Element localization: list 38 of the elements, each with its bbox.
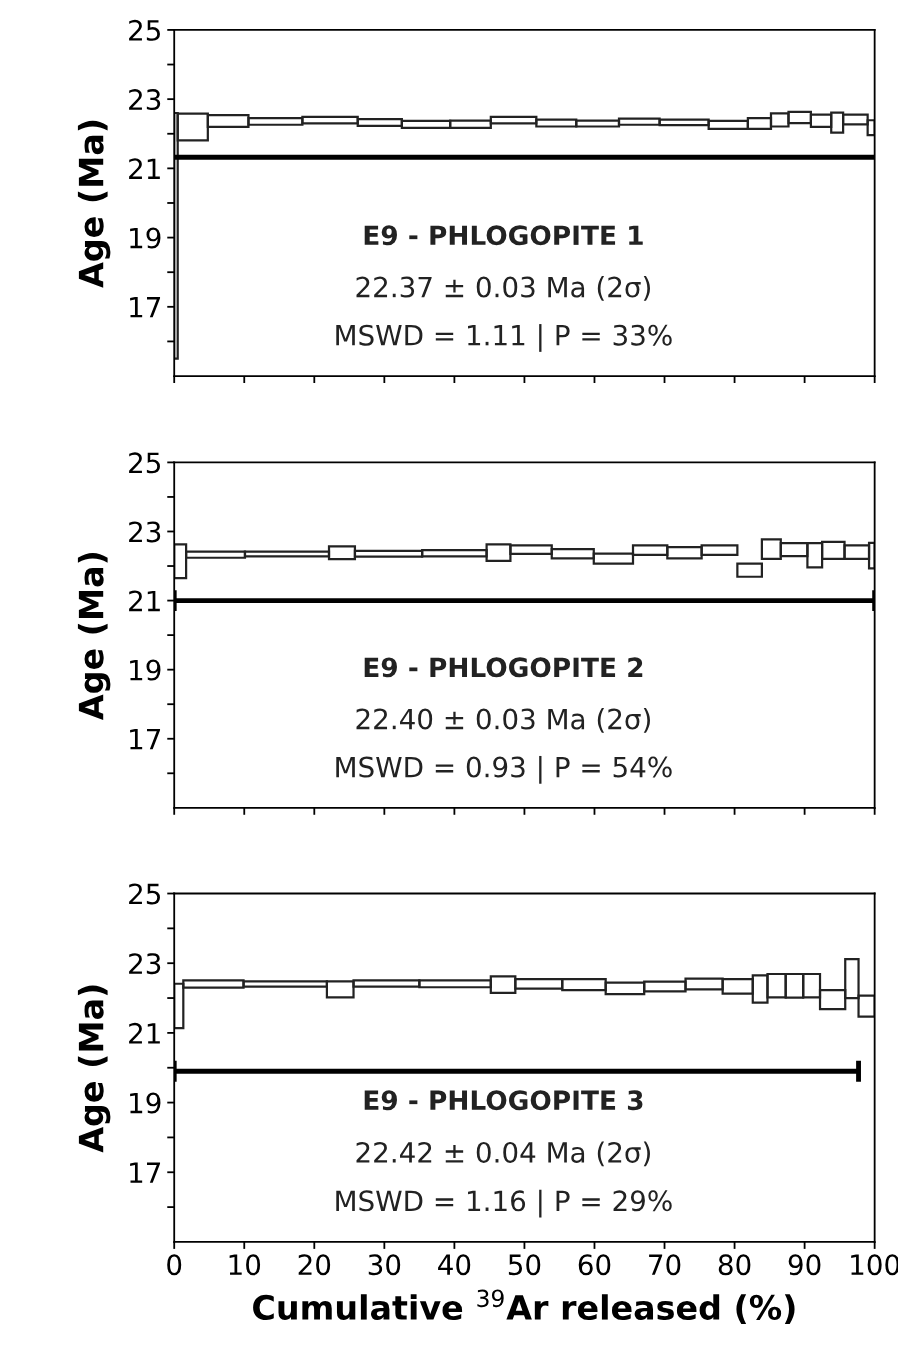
x-tick-label: 70 <box>649 1254 681 1276</box>
y-tick-label: 21 <box>129 158 160 179</box>
x-tick-label: 20 <box>298 1254 331 1276</box>
y-axis-title: Age (Ma) <box>77 552 111 720</box>
y-tick-label: 19 <box>130 227 161 249</box>
y-axis-title: Age (Ma) <box>77 985 111 1153</box>
annotation: E9 - PHLOGOPITE 3 <box>364 1090 643 1111</box>
y-tick-label: 25 <box>129 452 160 474</box>
y-tick-label: 23 <box>129 953 161 975</box>
y-tick-label: 23 <box>129 89 161 111</box>
annotation: 22.42 ± 0.04 Ma (2σ) <box>356 1141 650 1167</box>
x-tick-label: 50 <box>508 1254 541 1276</box>
x-tick-label: 10 <box>229 1254 261 1276</box>
annotation: E9 - PHLOGOPITE 2 <box>364 657 643 678</box>
x-tick-label: 40 <box>438 1254 471 1276</box>
y-tick-label: 17 <box>130 297 161 318</box>
annotation: MSWD = 0.93 | P = 54% <box>336 755 672 784</box>
annotation: 22.40 ± 0.03 Ma (2σ) <box>356 708 650 733</box>
x-tick-label: 80 <box>718 1254 751 1276</box>
x-tick-label: 90 <box>788 1254 821 1276</box>
y-tick-label: 21 <box>129 590 160 612</box>
y-tick-label: 19 <box>130 1092 161 1114</box>
annotation: MSWD = 1.11 | P = 33% <box>336 324 672 352</box>
x-tick-label: 0 <box>167 1254 182 1276</box>
y-tick-label: 17 <box>130 729 161 750</box>
x-axis-title: Cumulative $^{39}$Ar released (%) <box>253 1289 795 1324</box>
annotation: 22.37 ± 0.03 Ma (2σ) <box>356 276 650 301</box>
x-tick-label: 60 <box>578 1254 611 1276</box>
x-tick-label: 30 <box>368 1254 401 1276</box>
y-tick-label: 19 <box>130 659 161 681</box>
y-tick-label: 21 <box>129 1022 160 1044</box>
y-tick-label: 23 <box>129 521 161 543</box>
y-tick-label: 17 <box>130 1162 161 1183</box>
annotation: MSWD = 1.16 | P = 29% <box>336 1189 672 1218</box>
annotation: E9 - PHLOGOPITE 1 <box>364 225 643 246</box>
y-axis-title: Age (Ma) <box>77 120 111 288</box>
y-tick-label: 25 <box>129 883 160 905</box>
y-tick-label: 25 <box>129 19 160 41</box>
